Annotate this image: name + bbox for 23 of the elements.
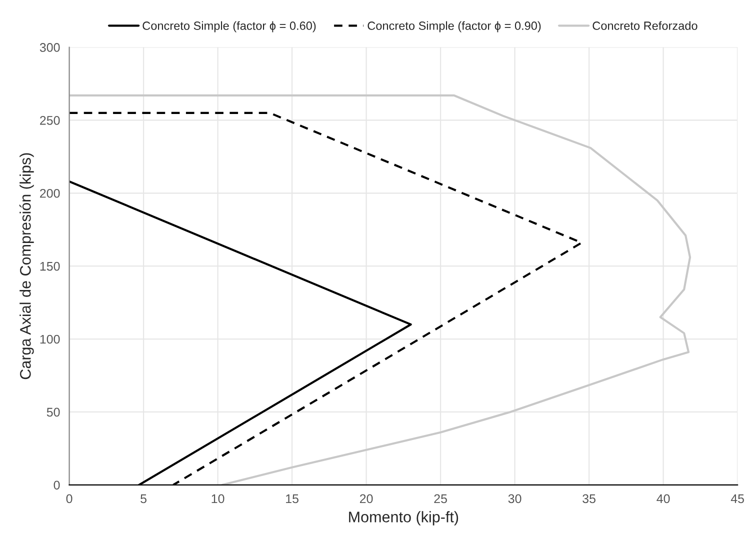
y-axis-title: Carga Axial de Compresión (kips) <box>19 153 34 380</box>
legend-label: Concreto Simple (factor ϕ = 0.90) <box>368 21 541 32</box>
legend-label: Concreto Simple (factor ϕ = 0.60) <box>142 21 316 32</box>
legend-label: Concreto Reforzado <box>592 21 698 30</box>
x-tick-label: 40 <box>656 494 670 504</box>
line-series <box>69 94 692 485</box>
x-tick-label: 15 <box>286 494 298 504</box>
x-tick-label: 25 <box>434 494 447 504</box>
x-tick-label: 0 <box>66 494 72 504</box>
x-tick-label: 5 <box>140 494 146 504</box>
x-tick-label: 10 <box>212 494 224 504</box>
x-tick-label: 35 <box>582 494 596 504</box>
y-tick-label: 300 <box>40 43 60 52</box>
y-tick-label: 200 <box>40 188 60 198</box>
y-tick-label: 150 <box>40 262 60 271</box>
y-tick-label: 100 <box>40 334 60 344</box>
y-tick-label: 250 <box>40 116 60 125</box>
x-axis-title: Momento (kip-ft) <box>349 511 458 526</box>
x-tick-label: 45 <box>730 494 744 504</box>
x-tick-label: 20 <box>360 494 373 504</box>
y-tick-label: 50 <box>46 408 60 417</box>
y-tick-label: 0 <box>54 480 60 490</box>
x-tick-label: 30 <box>508 494 522 504</box>
